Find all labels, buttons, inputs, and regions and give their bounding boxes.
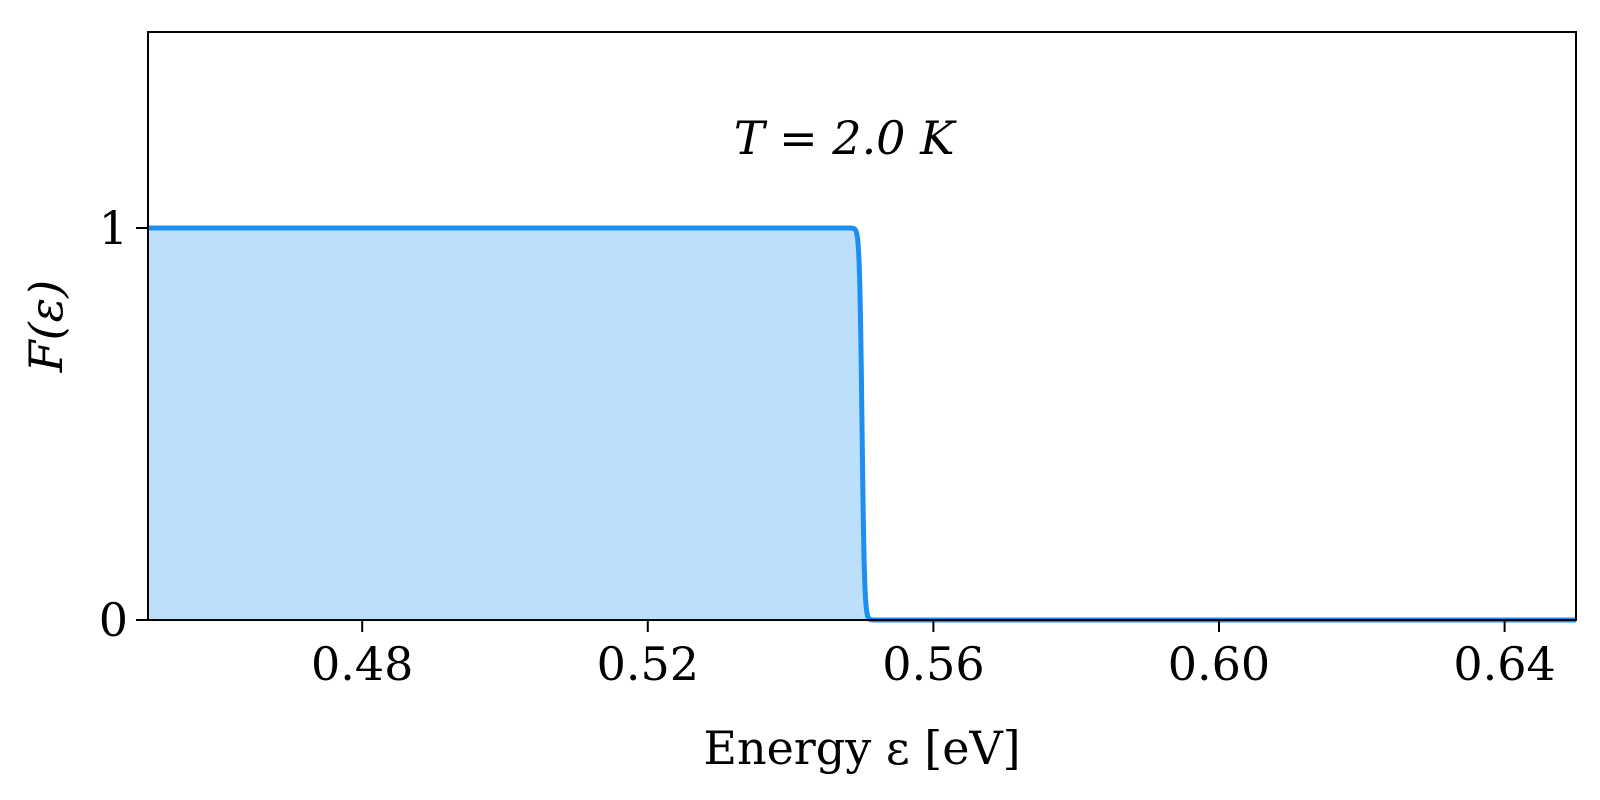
- temperature-annotation: T = 2.0 K: [734, 111, 957, 165]
- x-tick-label: 0.56: [882, 637, 984, 691]
- y-tick-label: 0: [99, 593, 128, 647]
- y-tick-label: 1: [99, 201, 128, 255]
- x-axis-label: Energy ε [eV]: [703, 721, 1020, 775]
- y-axis-label: F(ε): [19, 280, 73, 374]
- x-tick-label: 0.60: [1168, 637, 1270, 691]
- plot-area: [146, 225, 1578, 623]
- x-tick-label: 0.64: [1453, 637, 1555, 691]
- x-tick-label: 0.52: [597, 637, 699, 691]
- x-axis-ticks: 0.48 0.52 0.56 0.60 0.64: [311, 620, 1556, 691]
- axes-frame: [147, 31, 1577, 621]
- y-axis-ticks: 01: [99, 201, 148, 647]
- x-tick-label: 0.48: [311, 637, 413, 691]
